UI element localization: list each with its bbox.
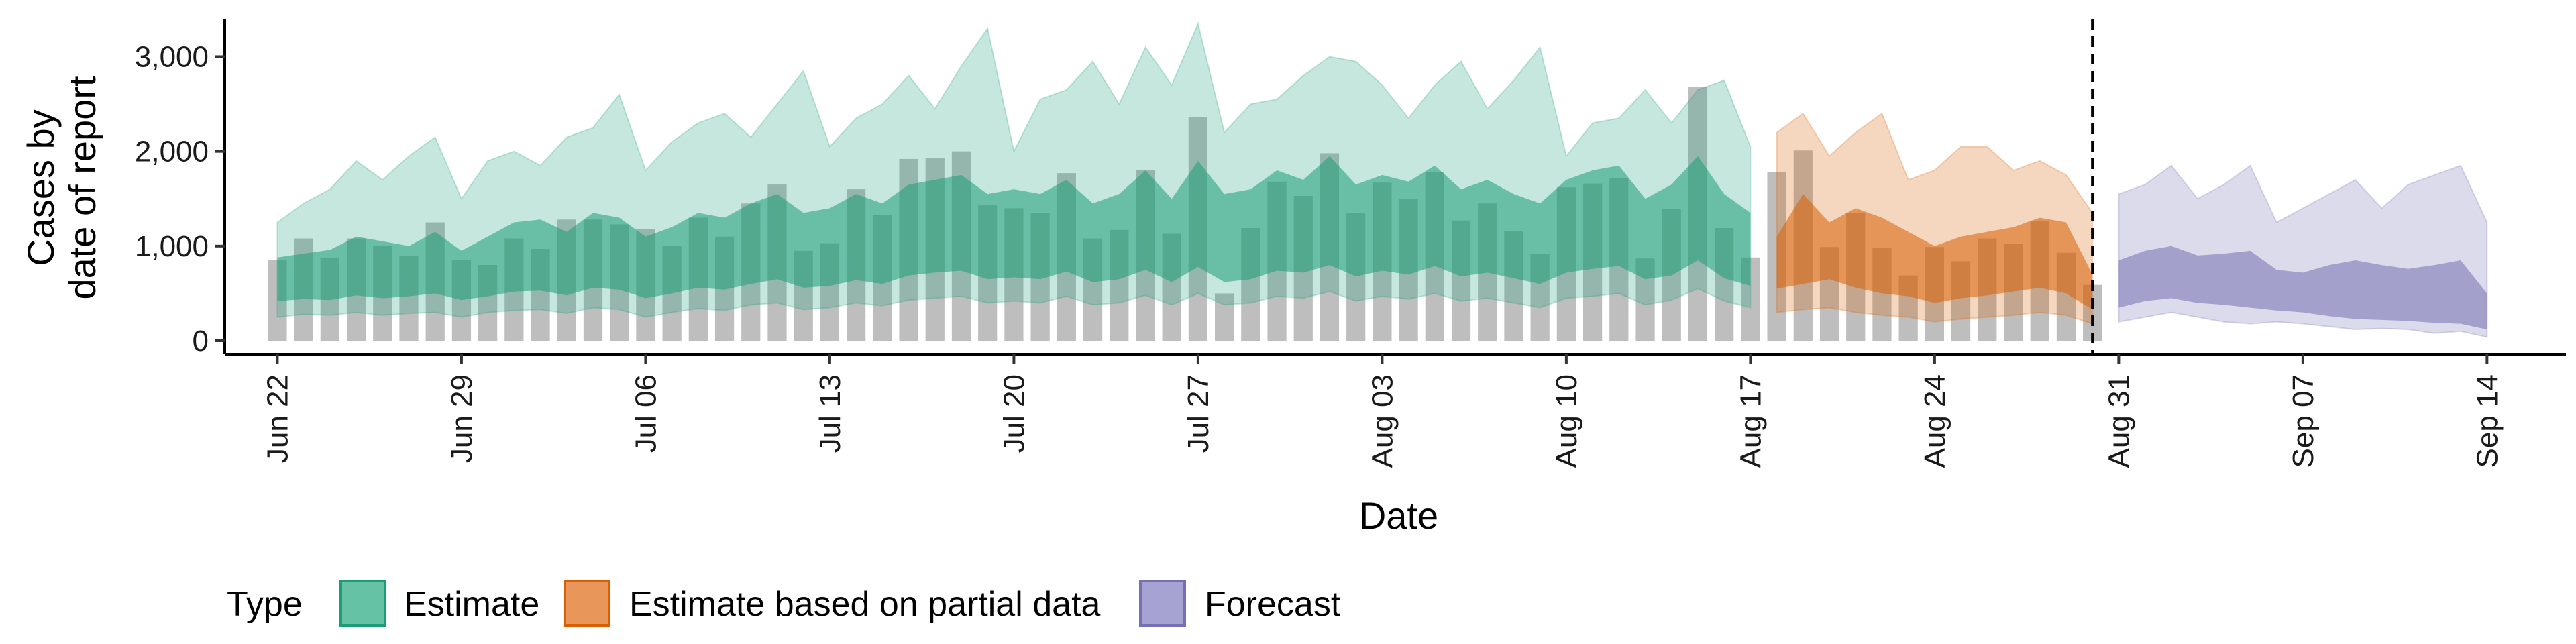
legend-title: Type <box>227 585 303 624</box>
x-tick-label: Aug 10 <box>1550 374 1583 468</box>
ribbon-inner-estimate <box>277 156 1751 301</box>
y-axis-title-line-1: Cases by <box>19 109 62 266</box>
y-tick-label: 1,000 <box>135 230 209 263</box>
y-axis-title-line-2: date of report <box>61 76 103 300</box>
x-tick-label: Sep 07 <box>2287 374 2320 468</box>
y-tick-label: 0 <box>193 325 209 358</box>
observed-bar <box>1214 293 1234 341</box>
x-tick-label: Aug 24 <box>1919 374 1951 468</box>
y-tick-label: 3,000 <box>135 40 209 73</box>
plot-area <box>268 19 2488 354</box>
x-tick-label: Jul 06 <box>629 374 662 453</box>
legend-swatch-estimate <box>339 580 386 627</box>
x-tick-label: Aug 03 <box>1366 374 1399 468</box>
x-axis: Jun 22 Jun 29 Jul 06 Jul 13 Jul 20 Jul 27 Aug … <box>225 353 2566 468</box>
ribbon-inner-forecast <box>2118 246 2487 330</box>
legend-swatch-partial <box>564 580 610 627</box>
x-tick-label: Aug 31 <box>2102 374 2135 468</box>
ribbon-layer <box>276 21 2488 338</box>
legend: Type Estimate Estimate based on partial … <box>227 580 1341 627</box>
x-tick-label: Jul 20 <box>998 374 1030 453</box>
legend-label-estimate: Estimate <box>404 585 539 624</box>
x-tick-label: Sep 14 <box>2471 374 2504 468</box>
x-tick-label: Jul 27 <box>1182 374 1215 453</box>
x-tick-label: Jun 22 <box>261 374 294 463</box>
y-axis: 0 1,000 2,000 3,000 <box>135 19 226 358</box>
legend-swatch-forecast <box>1139 580 1186 627</box>
x-axis-title: Date <box>1359 494 1438 537</box>
x-tick-label: Jul 13 <box>814 374 847 453</box>
x-tick-label: Jun 29 <box>445 374 478 463</box>
x-tick-label: Aug 17 <box>1734 374 1767 468</box>
ribbon-inner-estimate-based-on-partial-data <box>1776 194 2093 310</box>
legend-label-partial: Estimate based on partial data <box>629 585 1101 624</box>
y-tick-label: 2,000 <box>135 136 209 168</box>
legend-label-forecast: Forecast <box>1205 585 1341 624</box>
